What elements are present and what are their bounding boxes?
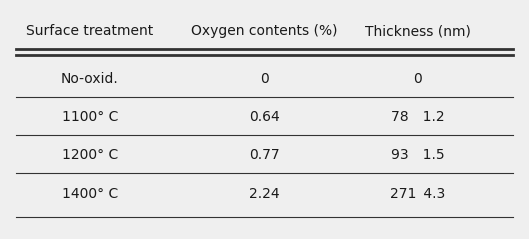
Text: 1100° C: 1100° C — [62, 110, 118, 124]
Text: Thickness (nm): Thickness (nm) — [365, 24, 471, 38]
Text: 271 4.3: 271 4.3 — [390, 187, 445, 201]
Text: 0: 0 — [414, 72, 422, 86]
Text: 1400° C: 1400° C — [62, 187, 118, 201]
Text: 0.77: 0.77 — [249, 148, 280, 162]
Text: 93  1.5: 93 1.5 — [391, 148, 445, 162]
Text: 0: 0 — [260, 72, 269, 86]
Text: Oxygen contents (%): Oxygen contents (%) — [191, 24, 338, 38]
Text: 1200° C: 1200° C — [62, 148, 118, 162]
Text: 2.24: 2.24 — [249, 187, 280, 201]
Text: No-oxid.: No-oxid. — [61, 72, 119, 86]
Text: 0.64: 0.64 — [249, 110, 280, 124]
Text: Surface treatment: Surface treatment — [26, 24, 153, 38]
Text: 78  1.2: 78 1.2 — [391, 110, 445, 124]
